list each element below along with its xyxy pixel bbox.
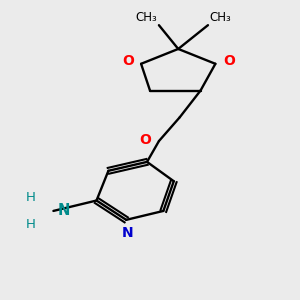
- Text: H: H: [26, 191, 36, 204]
- Text: N: N: [58, 203, 70, 218]
- Text: O: O: [122, 54, 134, 68]
- Text: H: H: [26, 218, 36, 231]
- Text: O: O: [223, 54, 235, 68]
- Text: O: O: [140, 133, 152, 147]
- Text: N: N: [122, 226, 134, 240]
- Text: CH₃: CH₃: [136, 11, 158, 24]
- Text: CH₃: CH₃: [209, 11, 231, 24]
